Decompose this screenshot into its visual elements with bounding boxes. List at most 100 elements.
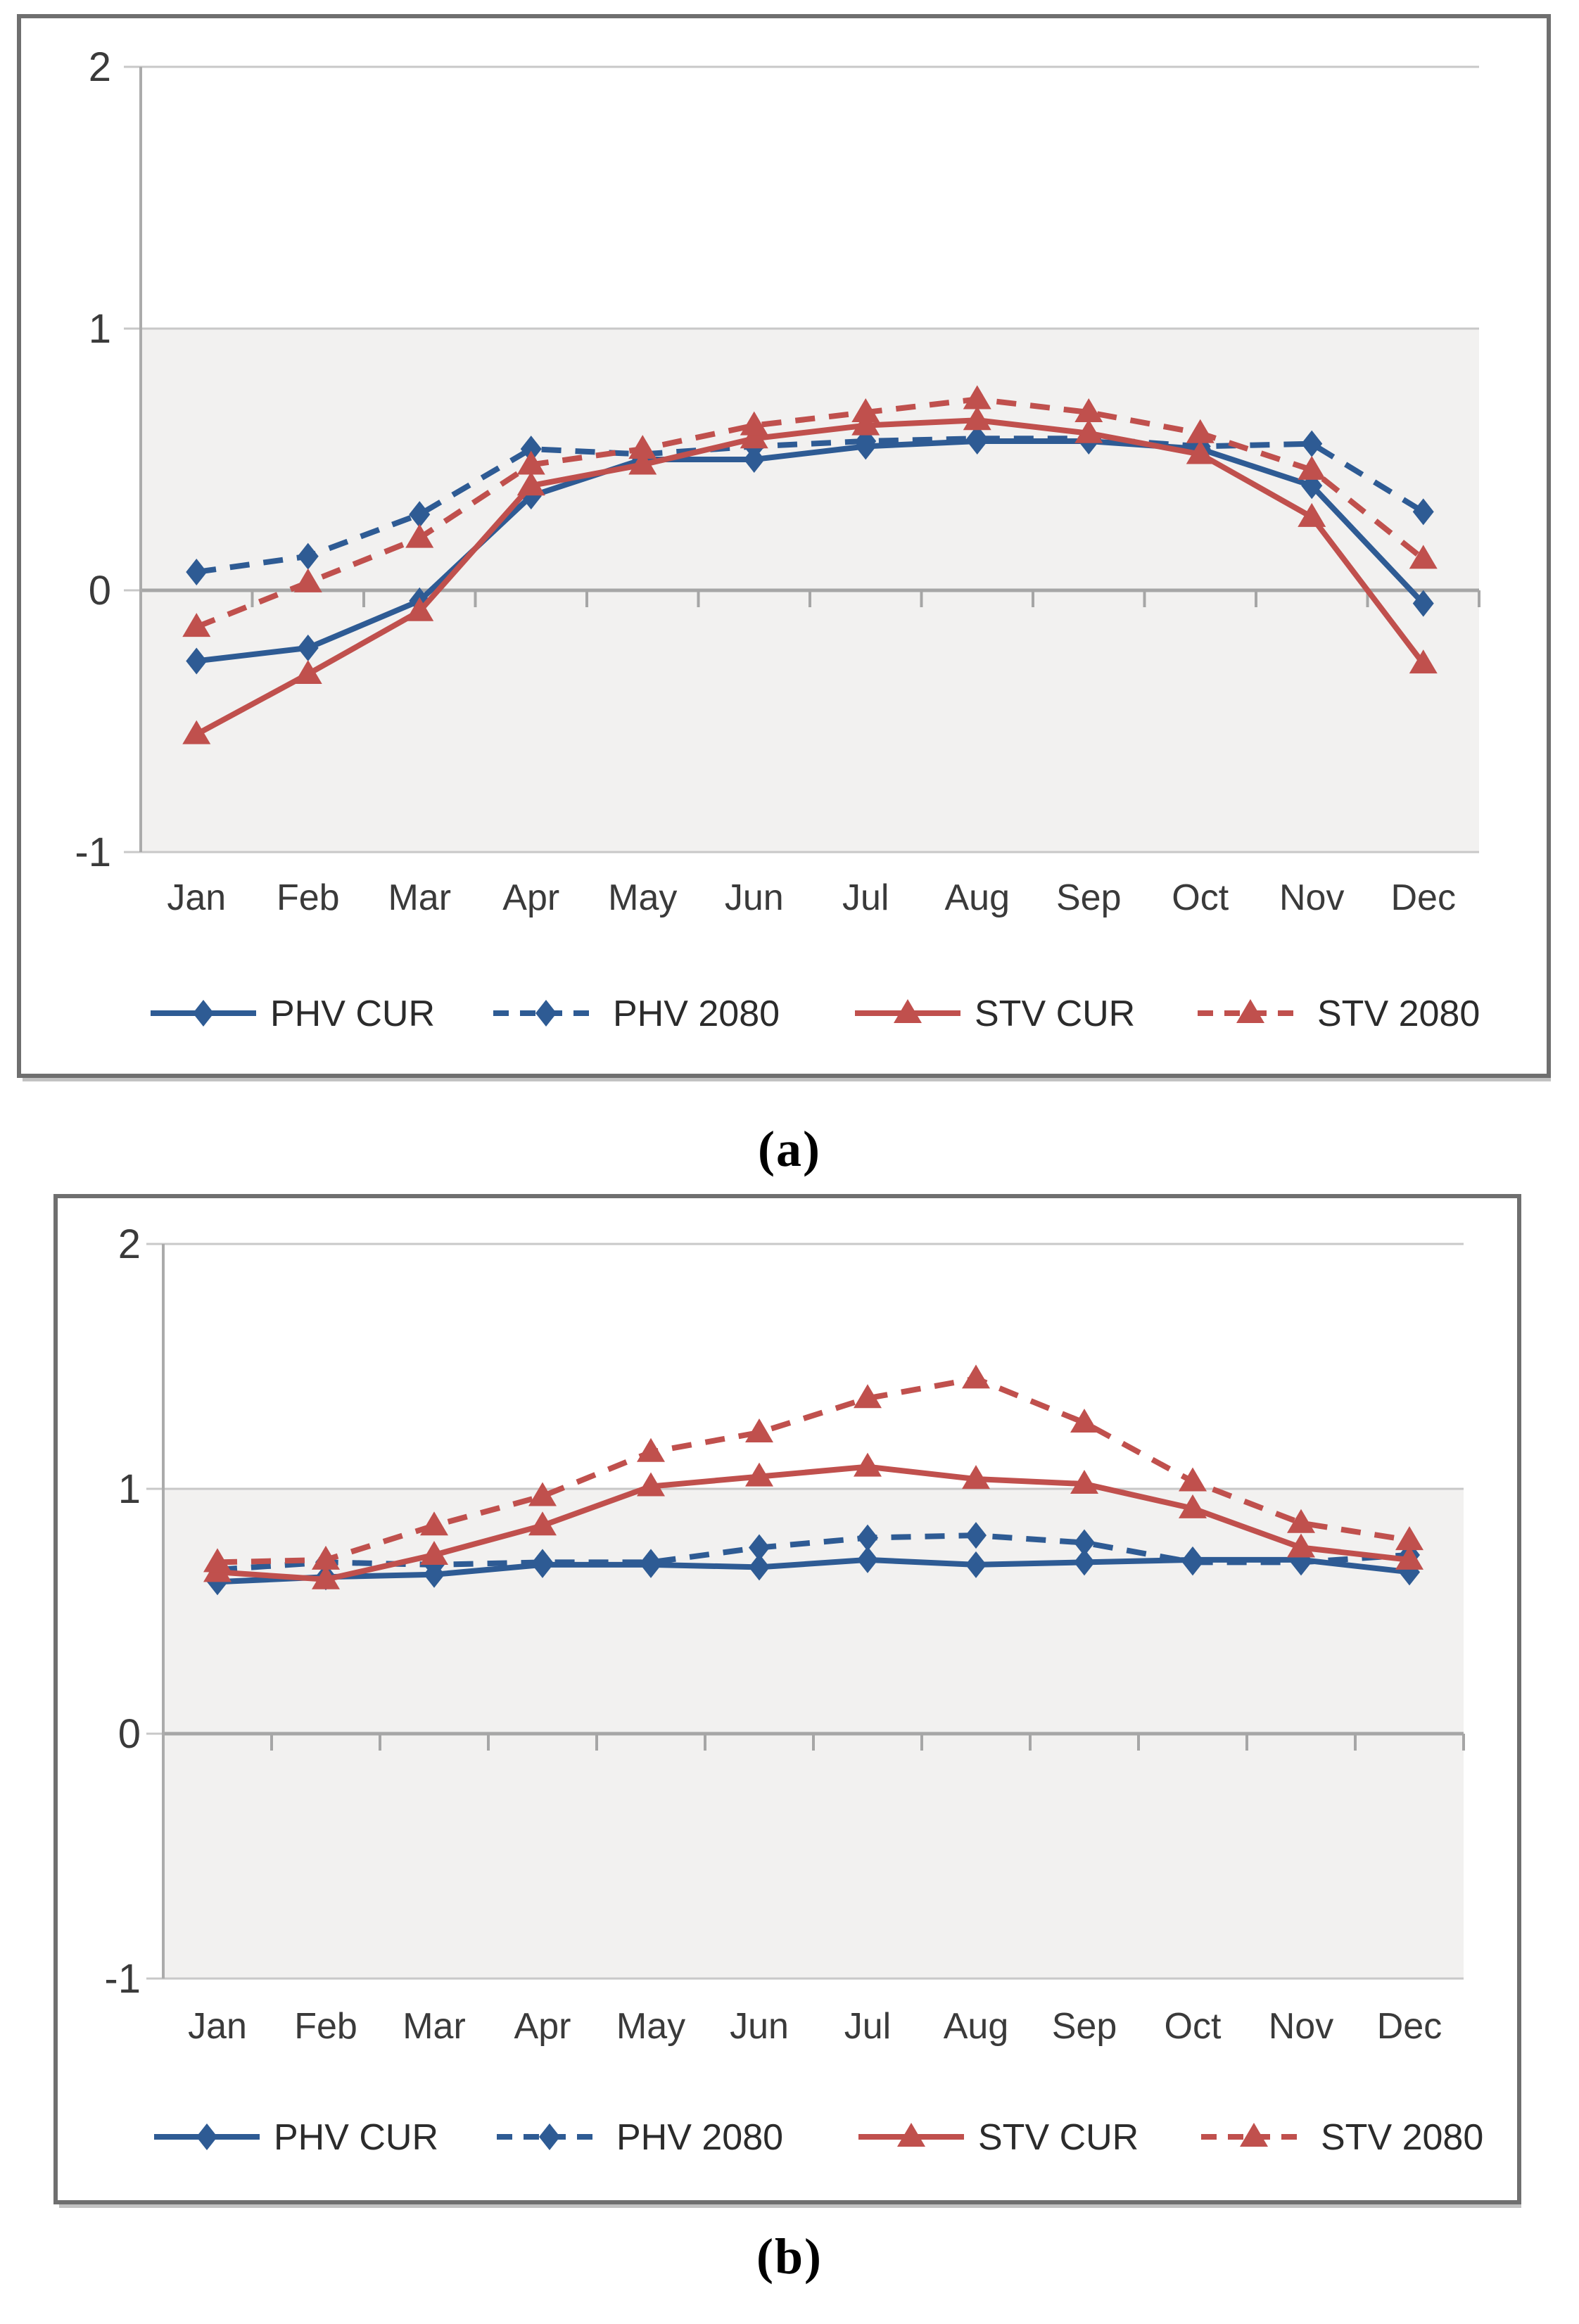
marker-STV-2080-Feb xyxy=(312,1545,340,1570)
legend-item-STV-2080: STV 2080 xyxy=(1201,2117,1483,2158)
month-label-Aug: Aug xyxy=(944,2006,1009,2047)
legend-item-PHV-CUR: PHV CUR xyxy=(154,2117,438,2158)
marker-STV-CUR-Oct xyxy=(1186,440,1215,464)
marker-STV-2080-Sep xyxy=(1074,398,1103,423)
marker-STV-2080-Jul xyxy=(854,1384,882,1409)
legend-swatch-marker-PHV-2080 xyxy=(535,1000,557,1027)
marker-PHV-CUR-Jan xyxy=(186,647,208,675)
series-line-PHV-2080 xyxy=(196,436,1425,575)
marker-STV-CUR-Apr xyxy=(528,1511,557,1536)
marker-STV-CUR-Feb xyxy=(293,660,322,685)
legend-label-PHV-2080: PHV 2080 xyxy=(616,2117,783,2158)
marker-STV-2080-Aug xyxy=(962,1364,990,1389)
month-label-Sep: Sep xyxy=(1052,2006,1117,2047)
marker-PHV-2080-Oct xyxy=(1182,1549,1203,1576)
marker-STV-CUR-Aug xyxy=(963,406,991,431)
ytick-label-2: 2 xyxy=(89,44,111,90)
legend-label-STV-CUR: STV CUR xyxy=(975,993,1135,1034)
month-label-Oct: Oct xyxy=(1172,877,1229,918)
marker-PHV-2080-Nov xyxy=(1291,1549,1312,1576)
legend-swatch-marker-STV-CUR xyxy=(897,2123,925,2147)
ytick-label-2: 2 xyxy=(118,1221,141,1267)
month-label-Jan: Jan xyxy=(167,877,226,918)
legend-swatch-marker-PHV-2080 xyxy=(539,2123,560,2150)
marker-STV-2080-Jun xyxy=(745,1418,773,1442)
marker-STV-2080-Mar xyxy=(405,523,434,548)
legend-swatch-marker-STV-2080 xyxy=(1236,999,1264,1023)
caption-a: (a) xyxy=(758,1121,821,1177)
marker-STV-CUR-Jan xyxy=(182,720,211,744)
month-label-Jun: Jun xyxy=(730,2006,789,2047)
legend-label-STV-CUR: STV CUR xyxy=(978,2117,1139,2158)
marker-STV-CUR-May xyxy=(637,1472,665,1497)
marker-STV-2080-Jan xyxy=(182,613,211,637)
marker-PHV-CUR-Sep xyxy=(1074,1549,1095,1576)
month-label-Jun: Jun xyxy=(725,877,784,918)
legend-item-STV-2080: STV 2080 xyxy=(1198,993,1480,1034)
month-label-Apr: Apr xyxy=(514,2006,571,2047)
ytick-label-1: 1 xyxy=(89,306,111,352)
series-line-PHV-2080 xyxy=(217,1532,1410,1573)
marker-STV-CUR-Dec xyxy=(1395,1545,1423,1570)
month-label-Dec: Dec xyxy=(1391,877,1456,918)
ytick-label-1: 1 xyxy=(118,1466,141,1512)
marker-PHV-2080-Jun xyxy=(749,1534,770,1561)
marker-PHV-2080-Feb xyxy=(297,542,319,570)
series-line-STV-CUR xyxy=(195,417,1426,737)
marker-STV-2080-Nov xyxy=(1298,455,1326,480)
chart-panel-a: 2 1 0 -1 Jan Feb Mar Apr May Jun Jul Aug Sep Oct Nov De… xyxy=(17,14,1551,1078)
marker-STV-CUR-Mar xyxy=(405,597,434,621)
legend-item-PHV-2080: PHV 2080 xyxy=(497,2117,783,2158)
marker-STV-CUR-Feb xyxy=(312,1565,340,1589)
legend-swatch-marker-STV-2080 xyxy=(1240,2123,1268,2147)
series-line-STV-CUR xyxy=(217,1463,1410,1582)
month-label-Jul: Jul xyxy=(844,2006,891,2047)
marker-STV-2080-Nov xyxy=(1287,1509,1315,1533)
marker-STV-CUR-Sep xyxy=(1074,419,1103,443)
month-label-Aug: Aug xyxy=(944,877,1010,918)
legend-item-STV-CUR: STV CUR xyxy=(855,993,1135,1034)
chart-panel-b: 2 1 0 -1 Jan Feb Mar Apr May Jun Jul Aug Sep Oct Nov De… xyxy=(53,1194,1521,2204)
marker-STV-2080-Apr xyxy=(516,450,545,475)
marker-PHV-2080-Sep xyxy=(1074,1529,1095,1556)
marker-STV-2080-Aug xyxy=(963,385,991,409)
marker-STV-CUR-Dec xyxy=(1409,649,1438,674)
series-line-STV-2080 xyxy=(195,396,1426,630)
month-label-May: May xyxy=(616,2006,685,2047)
marker-STV-2080-Sep xyxy=(1070,1409,1098,1433)
marker-STV-2080-Apr xyxy=(528,1482,557,1506)
marker-STV-2080-May xyxy=(637,1437,665,1462)
series-line-STV-2080 xyxy=(217,1376,1410,1566)
marker-STV-2080-Dec xyxy=(1395,1526,1423,1551)
marker-PHV-CUR-Jul xyxy=(857,1546,878,1573)
month-label-May: May xyxy=(608,877,677,918)
month-label-Feb: Feb xyxy=(294,2006,357,2047)
marker-STV-CUR-Oct xyxy=(1179,1494,1207,1518)
marker-STV-2080-May xyxy=(628,435,657,459)
chart-a-canvas: 2 1 0 -1 Jan Feb Mar Apr May Jun Jul Aug Sep Oct Nov De… xyxy=(75,44,1480,1034)
month-label-Feb: Feb xyxy=(277,877,340,918)
month-label-Jul: Jul xyxy=(842,877,889,918)
marker-PHV-CUR-Dec xyxy=(1412,590,1434,617)
marker-PHV-CUR-Aug xyxy=(965,1551,987,1578)
marker-STV-2080-Jul xyxy=(851,398,880,423)
marker-STV-CUR-Jun xyxy=(745,1462,773,1487)
legend-swatch-marker-STV-CUR xyxy=(894,999,922,1023)
ytick-label--1: -1 xyxy=(104,1956,141,2002)
marker-STV-CUR-Apr xyxy=(516,471,545,496)
marker-PHV-CUR-Feb xyxy=(297,634,319,661)
ytick-label--1: -1 xyxy=(75,830,111,875)
month-label-Sep: Sep xyxy=(1056,877,1122,918)
month-label-Nov: Nov xyxy=(1279,877,1344,918)
legend-item-STV-CUR: STV CUR xyxy=(858,2117,1139,2158)
month-label-Dec: Dec xyxy=(1377,2006,1442,2047)
marker-STV-2080-Jan xyxy=(203,1548,232,1573)
marker-STV-2080-Oct xyxy=(1179,1467,1207,1492)
marker-PHV-2080-Aug xyxy=(965,1522,987,1549)
legend-swatch-marker-PHV-CUR xyxy=(196,2123,217,2150)
month-label-Mar: Mar xyxy=(388,877,451,918)
ytick-label-0: 0 xyxy=(118,1711,141,1757)
marker-STV-CUR-Jun xyxy=(740,424,768,449)
marker-STV-2080-Mar xyxy=(420,1511,448,1536)
legend-swatch-marker-PHV-CUR xyxy=(193,1000,214,1027)
